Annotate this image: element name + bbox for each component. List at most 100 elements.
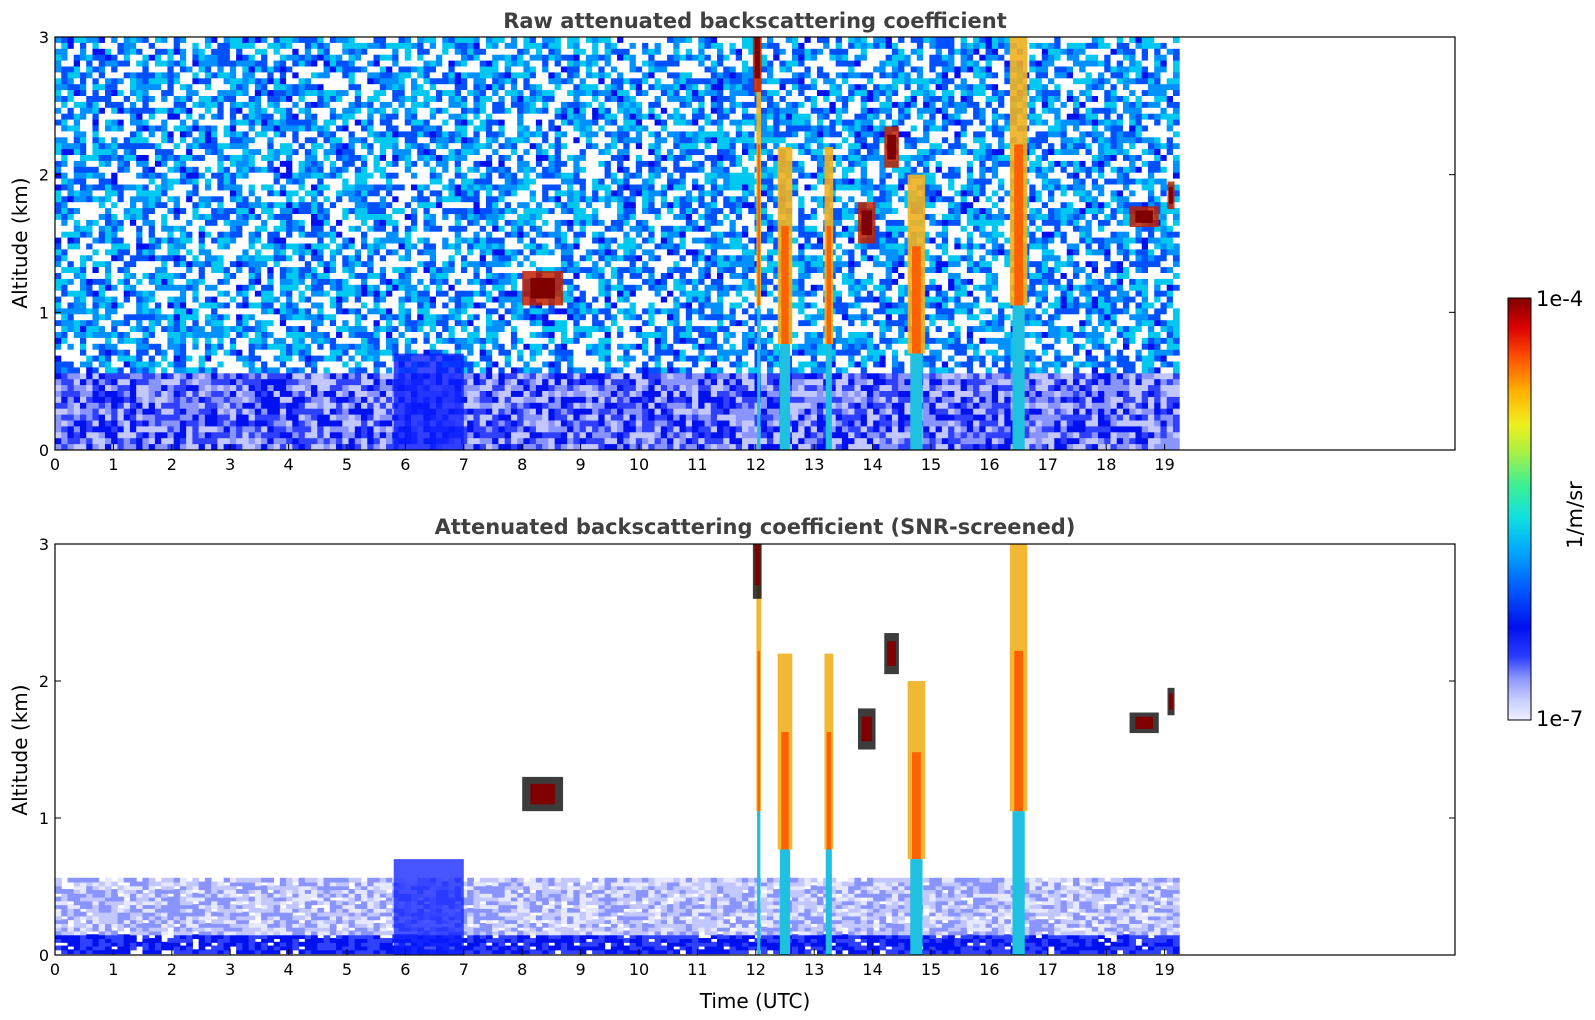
- heatmap-cell: [404, 267, 412, 274]
- heatmap-cell: [279, 143, 287, 150]
- heatmap-cell: [323, 160, 331, 168]
- heatmap-cell: [460, 60, 468, 67]
- heatmap-cell: [479, 225, 487, 233]
- heatmap-cell: [298, 391, 306, 398]
- heatmap-cell: [111, 78, 118, 85]
- heatmap-cell: [467, 149, 474, 156]
- heatmap-cell: [492, 438, 499, 445]
- heatmap-cell: [298, 361, 306, 368]
- heatmap-cell: [317, 355, 325, 362]
- heatmap-cell: [329, 408, 337, 416]
- heatmap-cell: [167, 214, 175, 221]
- heatmap-cell: [448, 208, 456, 215]
- heatmap-cell: [317, 101, 325, 109]
- heatmap-cell: [442, 196, 449, 203]
- heatmap-cell: [86, 420, 93, 427]
- heatmap-cell: [186, 367, 193, 374]
- heatmap-cell: [442, 267, 449, 274]
- heatmap-cell: [154, 160, 162, 168]
- heatmap-cell: [173, 349, 181, 357]
- heatmap-cell: [67, 66, 75, 73]
- heatmap-cell: [148, 343, 156, 351]
- heatmap-cell: [92, 54, 100, 62]
- heatmap-cell: [173, 420, 181, 427]
- heatmap-cell: [404, 60, 412, 67]
- heatmap-cell: [435, 237, 443, 244]
- heatmap-cell: [55, 202, 62, 209]
- heatmap-cell: [286, 367, 293, 374]
- heatmap-cell: [311, 408, 318, 416]
- heatmap-cell: [186, 261, 193, 268]
- heatmap-cell: [492, 408, 499, 416]
- heatmap-cell: [223, 385, 231, 392]
- heatmap-cell: [398, 84, 406, 91]
- heatmap-cell: [311, 113, 318, 121]
- heatmap-cell: [442, 278, 449, 286]
- heatmap-cell: [354, 237, 362, 244]
- heatmap-cell: [98, 432, 106, 439]
- heatmap-cell: [104, 396, 112, 404]
- heatmap-cell: [267, 155, 275, 162]
- heatmap-cell: [204, 367, 212, 374]
- heatmap-cell: [229, 261, 237, 268]
- heatmap-cell: [186, 155, 193, 162]
- heatmap-cell: [67, 402, 75, 410]
- heatmap-cell: [361, 149, 368, 156]
- heatmap-cell: [298, 408, 306, 416]
- heatmap-cell: [467, 196, 474, 203]
- heatmap-cell: [111, 101, 118, 109]
- heatmap-cell: [154, 349, 162, 357]
- heatmap-cell: [123, 343, 131, 351]
- heatmap-cell: [386, 119, 393, 126]
- heatmap-cell: [86, 172, 93, 180]
- heatmap-cell: [467, 107, 474, 115]
- heatmap-cell: [404, 54, 412, 62]
- heatmap-cell: [92, 237, 100, 244]
- heatmap-cell: [354, 414, 362, 421]
- heatmap-cell: [386, 337, 393, 345]
- heatmap-cell: [485, 273, 493, 280]
- heatmap-cell: [379, 214, 387, 221]
- heatmap-cell: [311, 66, 318, 73]
- heatmap-cell: [223, 267, 231, 274]
- heatmap-cell: [217, 320, 225, 327]
- heatmap-cell: [317, 420, 325, 427]
- heatmap-cell: [86, 402, 93, 410]
- heatmap-cell: [317, 367, 325, 374]
- heatmap-cell: [386, 184, 393, 191]
- heatmap-cell: [304, 184, 312, 191]
- heatmap-cell: [211, 84, 218, 91]
- heatmap-cell: [454, 208, 462, 215]
- heatmap-cell: [429, 332, 437, 339]
- heatmap-cell: [67, 379, 75, 386]
- heatmap-cell: [186, 444, 193, 450]
- heatmap-cell: [73, 90, 81, 97]
- heatmap-cell: [361, 137, 368, 144]
- heatmap-cell: [435, 284, 443, 292]
- heatmap-cell: [492, 261, 499, 268]
- heatmap-cell: [410, 255, 418, 262]
- heatmap-cell: [404, 37, 412, 44]
- heatmap-cell: [117, 402, 125, 410]
- heatmap-cell: [342, 96, 350, 103]
- heatmap-cell: [254, 219, 262, 227]
- heatmap-cell: [267, 385, 275, 392]
- heatmap-cell: [192, 37, 200, 44]
- heatmap-cell: [417, 267, 424, 274]
- heatmap-cell: [367, 391, 375, 398]
- heatmap-cell: [417, 84, 424, 91]
- heatmap-cell: [242, 131, 250, 138]
- heatmap-cell: [211, 149, 218, 156]
- heatmap-cell: [435, 37, 443, 44]
- heatmap-cell: [367, 66, 375, 73]
- heatmap-cell: [154, 166, 162, 174]
- heatmap-cell: [73, 208, 81, 215]
- heatmap-cell: [410, 125, 418, 132]
- heatmap-cell: [67, 131, 75, 138]
- heatmap-cell: [460, 355, 468, 362]
- heatmap-cell: [279, 155, 287, 162]
- heatmap-cell: [354, 48, 362, 56]
- heatmap-cell: [317, 249, 325, 256]
- heatmap-cell: [117, 273, 125, 280]
- heatmap-cell: [410, 119, 418, 126]
